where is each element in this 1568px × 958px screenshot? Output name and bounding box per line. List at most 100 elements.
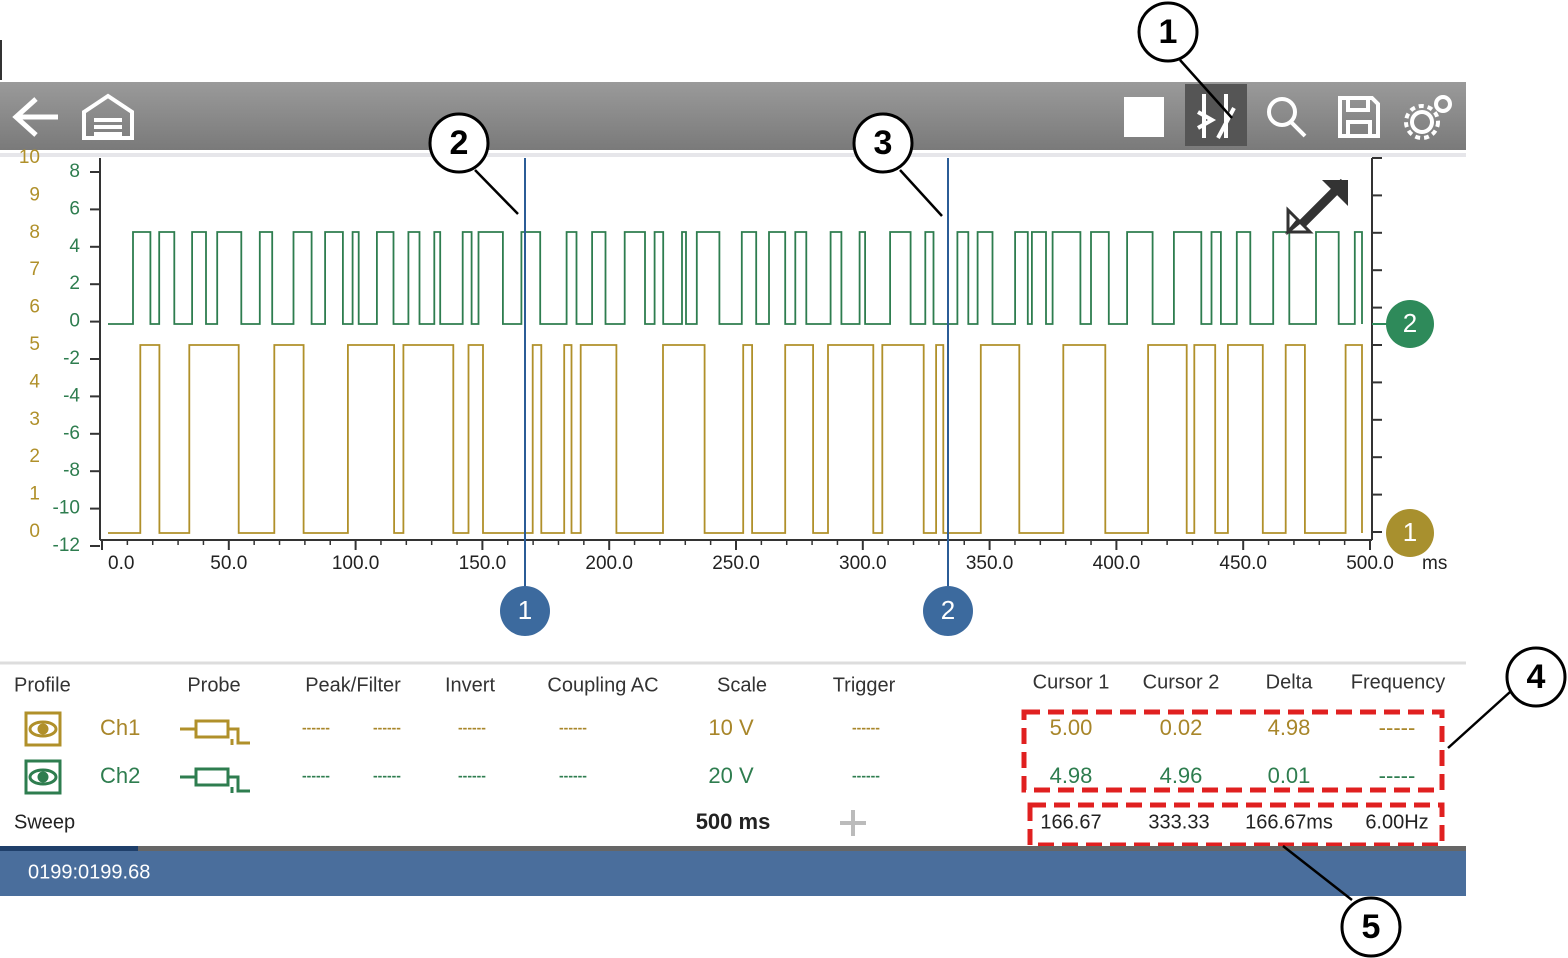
table-cell: 20 V xyxy=(708,763,754,788)
sweep-cell: Sweep xyxy=(14,811,75,833)
ch1-tick-label: 7 xyxy=(29,259,40,280)
x-tick-label: 500.0 xyxy=(1346,553,1394,574)
ch1-tick-label: 9 xyxy=(29,184,40,205)
callout-number: 4 xyxy=(1527,658,1546,696)
ch1-tick-label: 2 xyxy=(29,446,40,467)
probe-icon[interactable] xyxy=(180,767,250,793)
cursor-button[interactable] xyxy=(1185,84,1247,146)
channel-marker-label: 2 xyxy=(1403,308,1417,338)
cursor-handle[interactable] xyxy=(923,586,973,636)
callout-number: 5 xyxy=(1362,908,1381,946)
table-cell: 4.98 xyxy=(1050,763,1093,788)
sweep-cell: 166.67 xyxy=(1040,811,1101,833)
stop-button[interactable] xyxy=(1124,97,1164,137)
waveforms xyxy=(108,231,1363,534)
callout-number: 3 xyxy=(874,124,893,162)
ch1-tick-label: 10 xyxy=(19,147,40,168)
settings-button[interactable] xyxy=(1404,95,1452,140)
x-tick-label: 250.0 xyxy=(712,553,760,574)
callout-circle xyxy=(1137,1,1199,63)
x-tick-label: 0.0 xyxy=(108,553,134,574)
channel-marker[interactable] xyxy=(1386,509,1434,557)
column-header: Probe xyxy=(187,674,240,696)
table-cell: ------ xyxy=(559,720,587,736)
cursor-handle[interactable] xyxy=(500,586,550,636)
ch1-tick-label: 0 xyxy=(29,521,40,542)
ch2-tick-label: 4 xyxy=(69,236,80,257)
sweep-cell: 333.33 xyxy=(1148,811,1209,833)
highlight-box xyxy=(1021,709,1445,793)
column-header: Cursor 1 xyxy=(1033,671,1110,693)
table-cell: ------ xyxy=(852,720,880,736)
ch1-tick-label: 4 xyxy=(29,371,40,392)
ch1-tick-label: 8 xyxy=(29,222,40,243)
ch2-tick-label: -2 xyxy=(63,348,80,369)
back-button[interactable] xyxy=(12,97,58,137)
column-header: Trigger xyxy=(833,674,896,696)
table-cell: ----- xyxy=(1379,763,1416,788)
table-cell: ------ xyxy=(852,768,880,784)
callout-circle xyxy=(852,112,914,174)
ch1-tick-label: 6 xyxy=(29,297,40,318)
ch2-tick-label: -4 xyxy=(63,385,80,406)
save-button[interactable] xyxy=(1338,96,1380,138)
table-cell: ------ xyxy=(302,720,330,736)
callout-number: 2 xyxy=(450,124,469,162)
table-cell: ------ xyxy=(373,720,401,736)
table-cell: ------ xyxy=(458,768,486,784)
cursor-icon xyxy=(1197,94,1236,139)
x-tick-label: 300.0 xyxy=(839,553,887,574)
callout-leaders xyxy=(474,59,1511,901)
x-tick-label: 50.0 xyxy=(210,553,247,574)
channel-marker-label: 1 xyxy=(1403,517,1417,547)
x-tick-label: 400.0 xyxy=(1093,553,1141,574)
ch2-tick-label: 0 xyxy=(69,311,80,332)
ch2-tick-label: -10 xyxy=(53,498,80,519)
profile-icon[interactable] xyxy=(24,711,62,747)
ch1-tick-label: 3 xyxy=(29,409,40,430)
x-tick-label: 200.0 xyxy=(585,553,633,574)
table-cell: ------ xyxy=(302,768,330,784)
callout-circle xyxy=(1340,896,1402,958)
ch2-tick-label: -6 xyxy=(63,423,80,444)
x-tick-label: 450.0 xyxy=(1219,553,1267,574)
ch2-tick-label: 2 xyxy=(69,273,80,294)
add-button[interactable] xyxy=(840,810,866,836)
x-tick-label: 100.0 xyxy=(332,553,380,574)
callout-number: 1 xyxy=(1159,13,1178,51)
ch1-tick-label: 1 xyxy=(29,484,40,505)
column-header: Peak/Filter xyxy=(305,674,401,696)
profile-icon[interactable] xyxy=(24,759,62,795)
zoom-button[interactable] xyxy=(1267,97,1307,138)
column-header: Profile xyxy=(14,674,71,696)
x-tick-label: 350.0 xyxy=(966,553,1014,574)
waveform xyxy=(108,344,1363,534)
channel-marker[interactable] xyxy=(1386,300,1434,348)
table-cell: ----- xyxy=(1379,715,1416,740)
x-tick-label: 150.0 xyxy=(459,553,507,574)
column-header: Coupling AC xyxy=(547,674,658,696)
ch2-tick-label: 6 xyxy=(69,198,80,219)
column-header: Cursor 2 xyxy=(1143,671,1220,693)
column-header: Invert xyxy=(445,674,495,696)
table-cell: 4.98 xyxy=(1268,715,1311,740)
home-button[interactable] xyxy=(82,93,134,140)
cursor-marker: 2 xyxy=(941,595,955,625)
column-header: Scale xyxy=(717,674,767,696)
expand-icon[interactable] xyxy=(1284,178,1348,236)
status-text: 0199:0199.68 xyxy=(28,861,150,883)
table-cell: ------ xyxy=(458,720,486,736)
probe-icon[interactable] xyxy=(180,719,250,745)
table-cell: ------ xyxy=(373,768,401,784)
table-cell: ------ xyxy=(559,768,587,784)
ch2-tick-label: -8 xyxy=(63,460,80,481)
ch2-tick-label: -12 xyxy=(53,535,80,556)
column-header: Delta xyxy=(1266,671,1314,693)
column-header: Frequency xyxy=(1351,671,1446,693)
table-cell: 0.02 xyxy=(1160,715,1203,740)
progress-track xyxy=(0,846,1466,851)
table-cell: 5.00 xyxy=(1050,715,1093,740)
ch2-tick-label: 8 xyxy=(69,161,80,182)
progress-fill xyxy=(0,846,138,851)
sweep-cell: 6.00Hz xyxy=(1365,811,1428,833)
